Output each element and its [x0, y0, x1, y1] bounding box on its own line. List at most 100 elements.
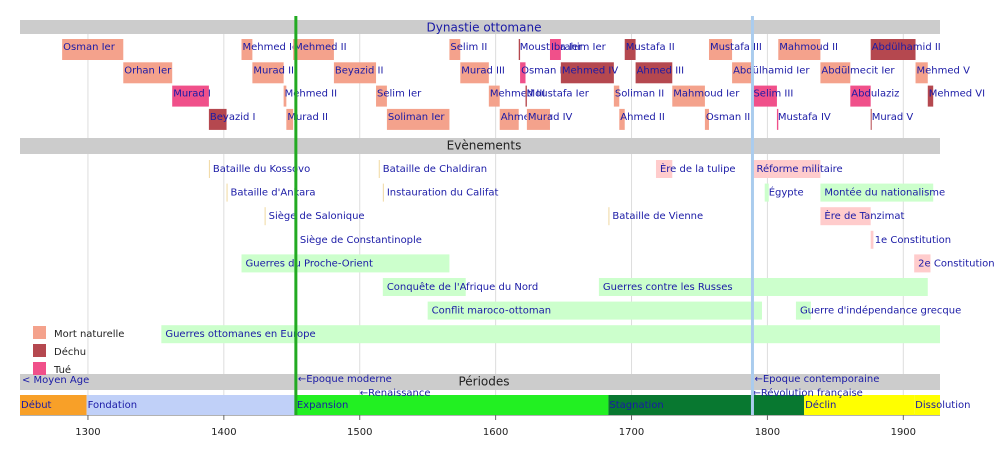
event-bar: [378, 160, 380, 178]
reign-label: Mahmoud Ier: [673, 89, 740, 100]
reign-label: Osman II: [521, 65, 565, 76]
reign-bar: [870, 108, 872, 130]
event-label: Conquête de l'Afrique du Nord: [387, 281, 538, 293]
reign-bar: [613, 85, 620, 107]
x-tick-label: 1300: [75, 427, 100, 438]
reign-label: Mehmed Ier: [243, 42, 304, 53]
reign-bar: [488, 85, 500, 107]
note-label: ←Révolution française: [752, 387, 862, 399]
section-title: Périodes: [458, 375, 509, 389]
reign-bar: [915, 62, 928, 84]
reign-bar: [499, 108, 519, 130]
event-bar: [795, 301, 811, 320]
reign-label: Ahmed II: [620, 112, 665, 123]
reign-bar: [850, 85, 871, 107]
section-title: Evènements: [447, 139, 522, 153]
section-title: Dynastie ottomane: [427, 21, 542, 35]
reign-label: Abdülhamid Ier: [733, 65, 810, 76]
reign-bar: [776, 108, 779, 130]
event-label: Guerre d'indépendance grecque: [800, 305, 961, 317]
event-bar: [752, 160, 821, 178]
event-label: 1e Constitution: [875, 235, 951, 246]
event-label: Guerres du Proche-Orient: [246, 258, 373, 269]
reign-bar: [208, 108, 227, 130]
event-bar: [226, 183, 228, 202]
reign-bar: [333, 62, 377, 84]
section-band: [20, 374, 940, 390]
event-label: Bataille de Vienne: [612, 211, 703, 222]
event-label: Ère de Tanzimat: [824, 209, 904, 222]
reign-label: Murad II: [253, 65, 294, 76]
event-bar: [608, 207, 610, 226]
legend-label: Tué: [53, 364, 71, 376]
event-label: Ère de la tulipe: [660, 162, 736, 175]
reign-label: Abdulaziz: [851, 89, 899, 100]
reign-label: Mehmed II: [285, 89, 337, 100]
reign-bar: [252, 62, 284, 84]
period-label: Expansion: [297, 400, 349, 411]
reign-bar: [927, 85, 934, 107]
reign-label: Mehmed V: [917, 65, 971, 76]
era-label: < Moyen Age: [22, 375, 89, 386]
event-bar: [208, 160, 210, 178]
event-label: Guerres contre les Russes: [603, 282, 733, 293]
reign-bar: [286, 108, 294, 130]
legend-label: Mort naturelle: [54, 329, 124, 340]
reign-bar: [732, 62, 753, 84]
reign-bar: [708, 39, 733, 60]
period-bar: [914, 395, 940, 415]
reign-label: Soliman II: [615, 89, 664, 100]
event-label: Réforme militaire: [756, 163, 842, 175]
reign-label: Mehmed II: [294, 42, 346, 53]
reign-label: Osman III: [706, 112, 753, 123]
event-bar: [914, 254, 931, 273]
event-bar: [241, 254, 450, 273]
reign-label: Murad IV: [528, 112, 573, 123]
reign-bar: [386, 108, 450, 130]
reign-label: Osman Ier: [63, 42, 116, 53]
reign-bar: [525, 85, 527, 107]
period-bar: [608, 395, 805, 415]
period-label: Dissolution: [915, 400, 970, 411]
event-bar: [161, 325, 940, 344]
period-label: Stagnation: [609, 400, 663, 411]
event-label: 2e Constitution: [918, 258, 994, 269]
reign-label: Mustafa II: [626, 42, 675, 53]
reign-label: Mahmoud II: [779, 42, 838, 53]
reign-label: Murad II: [287, 112, 328, 123]
era-label: ←Epoque contemporaine: [754, 374, 879, 385]
reign-bar: [518, 39, 521, 60]
reign-label: Selim III: [753, 89, 793, 100]
reign-bar: [778, 39, 821, 60]
reign-label: Soliman Ier: [388, 112, 446, 123]
reign-label: Mehmed VI: [929, 89, 985, 100]
event-bar: [598, 278, 928, 296]
reign-label: Abdülmecit Ier: [821, 65, 895, 76]
period-bar: [295, 395, 609, 415]
x-tick-label: 1800: [755, 427, 780, 438]
note-label: ←Renaissance: [360, 388, 431, 399]
reign-bar: [520, 62, 526, 84]
reign-label: Murad I: [173, 89, 211, 100]
event-label: Montée du nationalisme: [824, 187, 945, 199]
reign-label: Selim Ier: [377, 89, 422, 100]
event-label: Conflit maroco-ottoman: [432, 306, 551, 317]
legend-swatch: [33, 326, 46, 339]
reign-bar: [283, 85, 287, 107]
x-tick-label: 1900: [891, 427, 916, 438]
reign-bar: [449, 39, 461, 60]
reign-bar: [549, 39, 561, 60]
reign-bar: [752, 85, 777, 107]
reign-bar: [123, 62, 173, 84]
reign-bar: [526, 108, 550, 130]
event-label: Siège de Salonique: [269, 210, 365, 222]
reign-bar: [460, 62, 489, 84]
reign-label: Murad V: [872, 112, 914, 123]
event-label: Instauration du Califat: [387, 188, 499, 199]
event-bar: [870, 230, 874, 249]
reign-label: Abdülhamid II: [872, 42, 941, 53]
reign-bar: [241, 39, 253, 60]
section-band: [20, 20, 940, 34]
event-bar: [382, 183, 384, 202]
